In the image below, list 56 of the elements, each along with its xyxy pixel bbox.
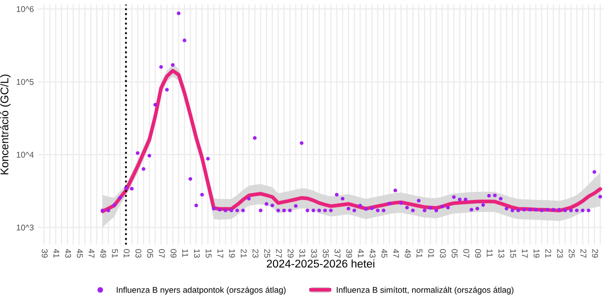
x-tick-label: 47	[88, 248, 94, 258]
y-tick-label: 10^3	[16, 224, 34, 230]
x-tick-label: 43	[65, 248, 72, 258]
x-tick-label: 05	[147, 249, 154, 258]
x-tick-label: 01	[124, 249, 130, 258]
x-tick-label: 47	[393, 248, 399, 258]
x-tick-label: 07	[158, 249, 165, 258]
legend-label: Influenza B nyers adatpontok (országos átlag)	[116, 286, 286, 294]
x-tick-label: 43	[370, 248, 376, 258]
x-tick-label: 29	[592, 249, 598, 258]
x-tick-label: 27	[580, 249, 586, 258]
x-tick-label: 09	[475, 249, 481, 258]
x-tick-label: 23	[252, 249, 258, 258]
x-tick-label: 01	[428, 249, 434, 258]
x-tick-label: 41	[358, 248, 364, 258]
y-tick-label: 10^6	[16, 6, 34, 12]
y-axis-title: Koncentráció (GC/L)	[0, 74, 11, 174]
x-tick-label: 41	[54, 248, 60, 258]
x-tick-label: 21	[545, 249, 552, 258]
legend-label: Influenza B simított, normalizált (országos átlag)	[336, 286, 514, 294]
x-tick-label: 31	[299, 249, 306, 258]
x-tick-label: 03	[440, 249, 446, 258]
x-tick-label: 37	[334, 249, 340, 258]
x-tick-label: 15	[206, 249, 212, 258]
x-tick-label: 17	[522, 249, 528, 258]
x-tick-label: 23	[557, 249, 563, 258]
x-tick-label: 39	[42, 249, 48, 258]
x-tick-label: 33	[311, 249, 317, 258]
x-tick-label: 13	[194, 249, 200, 258]
x-tick-label: 51	[416, 249, 422, 258]
x-tick-label: 29	[288, 249, 294, 258]
x-tick-label: 45	[381, 248, 388, 258]
x-tick-label: 11	[486, 249, 493, 258]
y-tick-label: 10^4	[16, 152, 34, 158]
x-tick-label: 21	[240, 249, 247, 258]
x-tick-label: 11	[182, 249, 188, 258]
x-tick-label: 19	[534, 249, 540, 258]
x-tick-label: 27	[276, 249, 282, 258]
x-tick-label: 07	[463, 249, 470, 258]
x-tick-label: 45	[76, 248, 83, 258]
x-axis-title: 2024-2025-2026 hetei	[266, 259, 374, 268]
x-tick-label: 49	[404, 248, 411, 258]
y-tick-label: 10^5	[16, 78, 34, 85]
x-tick-label: 13	[498, 249, 504, 258]
x-tick-label: 25	[264, 249, 270, 258]
x-tick-label: 05	[452, 249, 458, 258]
x-tick-label: 39	[346, 249, 352, 258]
x-tick-label: 49	[100, 248, 106, 258]
x-tick-label: 51	[112, 249, 118, 258]
x-tick-label: 19	[229, 249, 236, 258]
x-tick-label: 09	[170, 249, 176, 258]
x-tick-label: 15	[510, 249, 516, 258]
x-tick-label: 35	[322, 249, 329, 258]
x-tick-label: 03	[135, 249, 142, 258]
x-tick-label: 25	[568, 249, 575, 258]
x-tick-label: 17	[217, 249, 224, 258]
